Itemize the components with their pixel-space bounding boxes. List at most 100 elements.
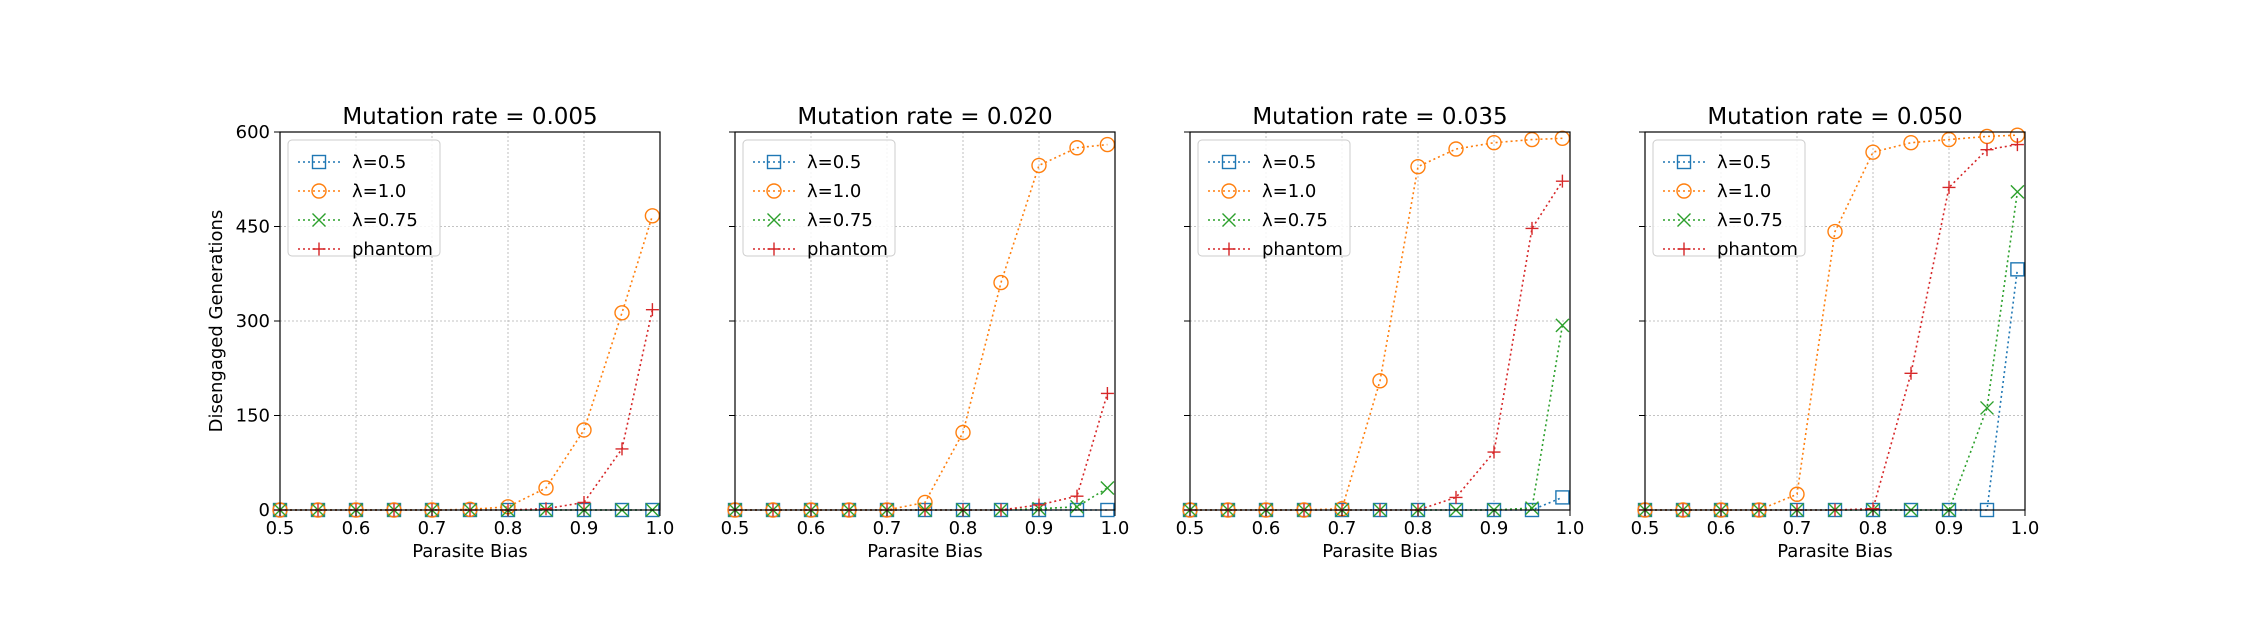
x-tick-label: 0.9 [1025, 518, 1054, 539]
data-point [1487, 445, 1501, 459]
x-axis-label: Parasite Bias [1777, 541, 1893, 562]
x-tick-label: 0.7 [873, 518, 902, 539]
x-tick-label: 1.0 [2011, 518, 2040, 539]
data-point [538, 480, 554, 496]
legend-marker [1221, 183, 1237, 199]
x-tick-label: 0.6 [342, 518, 371, 539]
data-point [1555, 490, 1570, 505]
legend-label: λ=1.0 [1262, 181, 1316, 202]
legend-marker [1677, 242, 1691, 256]
data-point [1100, 386, 1114, 400]
legend-label: λ=0.5 [807, 152, 861, 173]
legend-label: phantom [1262, 239, 1343, 260]
series-line [1190, 325, 1564, 511]
series-line [735, 393, 1109, 511]
legend-item: λ=1.0 [298, 181, 406, 202]
chart-title: Mutation rate = 0.020 [797, 104, 1052, 130]
data-point [1525, 221, 1539, 235]
legend-marker [766, 183, 782, 199]
legend-label: phantom [1717, 239, 1798, 260]
y-axis-label: Disengaged Generations [206, 210, 227, 433]
data-point [1070, 499, 1084, 514]
x-tick-label: 0.6 [797, 518, 826, 539]
series-line [735, 143, 1108, 511]
data-point [1525, 501, 1539, 516]
series-line [1190, 137, 1563, 511]
x-tick-label: 0.7 [1328, 518, 1357, 539]
legend-marker [767, 242, 781, 256]
data-point [1789, 486, 1805, 502]
x-tick-label: 0.8 [494, 518, 523, 539]
y-tick-label: 300 [236, 311, 270, 332]
legend-marker [1676, 154, 1692, 170]
data-point [1827, 223, 1843, 240]
chart-panel-2: 0.5 0.6 0.7 0.8 0.9 1.0 Mutation rate = 0.020 P… [721, 104, 1130, 562]
data-point [1555, 318, 1570, 333]
series-3 [728, 480, 1115, 517]
legend-label: λ=1.0 [1717, 181, 1771, 202]
legend: λ=0.5 λ=1.0 λ=0.75 phantom [1652, 139, 1806, 260]
data-point [1372, 373, 1388, 389]
legend-marker [1222, 242, 1236, 256]
data-point [1032, 498, 1046, 512]
legend-label: λ=0.75 [1717, 210, 1783, 231]
y-tick-label: 450 [236, 217, 270, 238]
x-tick-label: 0.7 [1783, 518, 1812, 539]
x-axis-label: Parasite Bias [1322, 541, 1438, 562]
data-point [1069, 140, 1085, 156]
legend-label: λ=0.5 [352, 152, 406, 173]
legend-marker [1676, 183, 1692, 199]
data-point [1904, 366, 1918, 380]
y-tick-label: 150 [236, 406, 270, 427]
x-tick-label: 0.9 [570, 518, 599, 539]
data-point [576, 422, 592, 438]
legend-marker [1677, 213, 1691, 227]
legend-marker [1222, 213, 1236, 227]
legend-marker [767, 213, 781, 227]
series-1 [1182, 490, 1570, 518]
data-point [1031, 157, 1047, 174]
data-point [1410, 158, 1426, 175]
legend: λ=0.5 λ=1.0 λ=0.75 phantom [1197, 139, 1351, 260]
chart-title: Mutation rate = 0.050 [1707, 104, 1962, 130]
x-tick-label: 0.5 [721, 518, 750, 539]
legend-item: phantom [1208, 239, 1343, 260]
legend-item: λ=0.75 [298, 210, 418, 231]
data-point [615, 442, 629, 456]
x-tick-label: 0.9 [1480, 518, 1509, 539]
x-tick-label: 0.6 [1252, 518, 1281, 539]
data-point [539, 502, 553, 516]
x-tick-label: 0.5 [1176, 518, 1205, 539]
data-point [1070, 489, 1084, 503]
legend-item: phantom [1663, 239, 1798, 260]
data-point [645, 303, 659, 317]
legend-item: λ=1.0 [1663, 181, 1771, 202]
legend-label: λ=1.0 [352, 181, 406, 202]
legend-item: λ=0.5 [1663, 152, 1771, 173]
legend-label: λ=0.75 [1262, 210, 1328, 231]
legend-item: phantom [753, 239, 888, 260]
legend: λ=0.5 λ=1.0 λ=0.75 phantom [742, 139, 896, 260]
data-point [1449, 490, 1463, 504]
data-point [1100, 480, 1115, 495]
legend-item: λ=0.75 [1663, 210, 1783, 231]
chart-title: Mutation rate = 0.005 [342, 104, 597, 130]
data-point [1980, 143, 1994, 157]
chart-panel-3: 0.5 0.6 0.7 0.8 0.9 1.0 Mutation rate = 0.035 P… [1176, 104, 1585, 562]
data-point [577, 495, 591, 509]
data-point [1448, 141, 1464, 157]
x-tick-label: 1.0 [646, 518, 675, 539]
data-point [2010, 262, 2025, 277]
legend-marker [766, 154, 782, 170]
data-point [614, 305, 630, 321]
legend-item: λ=1.0 [753, 181, 861, 202]
legend-item: λ=0.5 [298, 152, 406, 173]
x-axis-label: Parasite Bias [867, 541, 983, 562]
legend-item: phantom [298, 239, 433, 260]
legend-marker [311, 183, 327, 199]
data-point [1980, 400, 1994, 415]
data-point [1486, 135, 1502, 151]
legend-label: phantom [807, 239, 888, 260]
chart-panel-4: 0.5 0.6 0.7 0.8 0.9 1.0 Mutation rate = 0.050 P… [1631, 104, 2040, 562]
